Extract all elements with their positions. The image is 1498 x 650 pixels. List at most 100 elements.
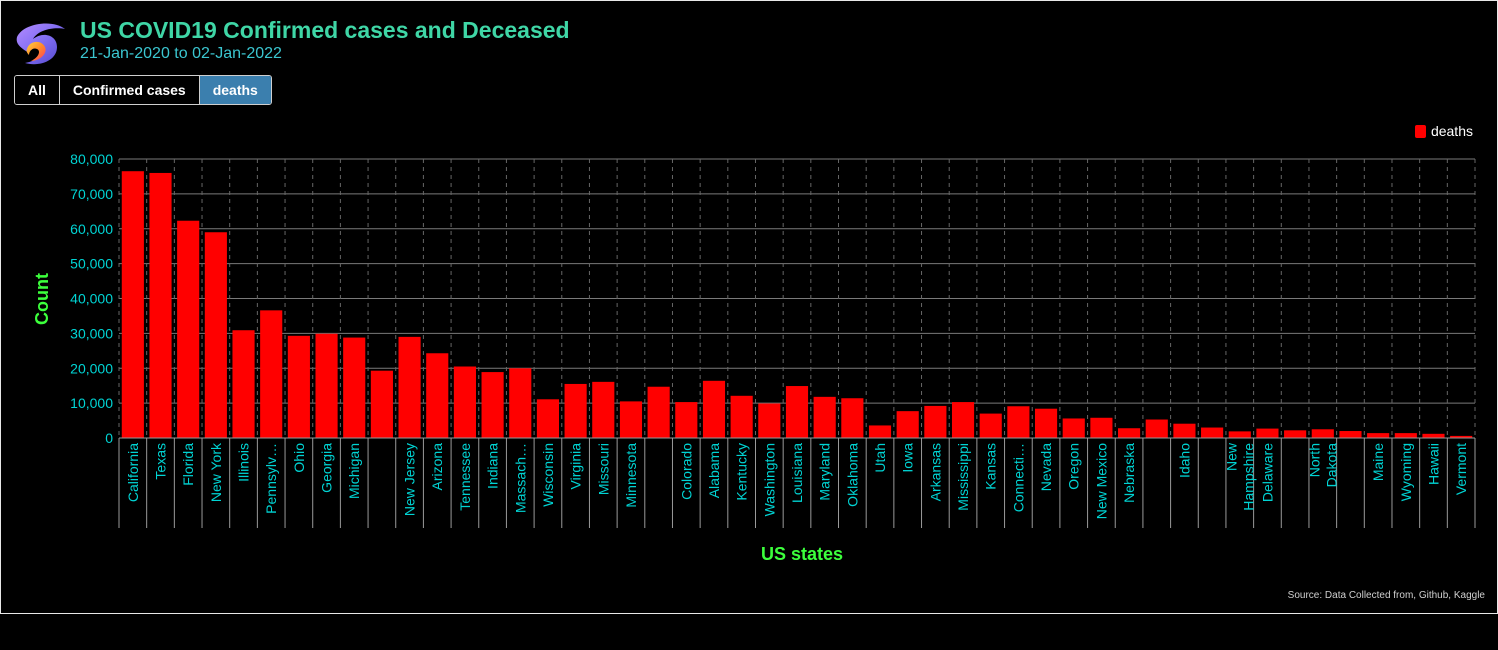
bar-33 [1007,406,1030,438]
x-tick-label: Idaho [1176,443,1192,478]
x-tick-label: Georgia [319,443,335,493]
x-tick-label: Michigan [346,443,362,499]
bar-18 [592,381,615,438]
bar-1 [121,171,144,439]
x-tick-label: Louisiana [789,443,805,503]
bar-38 [1145,419,1168,438]
bar-16 [536,399,560,438]
x-tick-label: Texas [153,443,169,480]
x-tick-label: Kentucky [734,443,750,501]
x-tick-label: Hawaii [1425,443,1441,485]
x-tick-label: Delaware [1259,443,1275,502]
bar-8 [315,333,338,438]
bar-30 [924,405,947,438]
bar-45 [1339,431,1362,438]
x-tick-label: Wisconsin [540,443,556,507]
bar-7 [287,335,310,438]
bar-6 [260,310,283,438]
y-tick-label: 40,000 [70,291,113,307]
x-tick-label: Oklahoma [844,443,860,507]
x-tick-label: New [1223,442,1239,471]
bar-chart: 0 10,000 20,000 30,000 40,000 50,000 60,000 70,… [32,151,1476,564]
bar-42 [1256,428,1279,438]
bar-32 [979,413,1002,438]
x-tick-label: Wyoming [1398,443,1414,501]
bar-48 [1422,433,1445,438]
x-tick-label: Arizona [429,443,445,491]
x-tick-label: New Jersey [402,443,418,516]
bar-36 [1090,417,1113,438]
app-logo [16,23,66,65]
x-tick-label: New Mexico [1093,443,1109,519]
x-tick-label: Alabama [706,443,722,498]
x-tick-label: Maine [1370,443,1386,481]
x-tick-label: New York [208,442,224,502]
x-tick-label: Indiana [485,443,501,489]
bar-14 [481,372,504,438]
x-tick-label: Illinois [236,443,252,482]
legend-swatch [1414,124,1426,138]
y-tick-label: 30,000 [70,325,113,341]
bar-28 [868,425,892,438]
x-tick-label: Utah [872,443,888,473]
chart-legend[interactable]: deaths [1414,123,1473,139]
bar-44 [1311,429,1334,438]
bar-46 [1367,433,1390,438]
bar-26 [813,396,836,438]
x-tick-label: Nevada [1038,443,1054,491]
bar-34 [1034,408,1058,438]
bar-3 [177,220,200,438]
bar-22 [702,380,726,438]
bar-40 [1201,427,1224,438]
bar-25 [785,386,809,438]
bar-5 [232,330,255,438]
y-tick-label: 0 [105,430,113,446]
x-tick-label: Hampshire [1240,443,1256,511]
x-tick-label: North [1306,443,1322,477]
y-tick-label: 50,000 [70,256,113,272]
y-axis-title: Count [32,273,52,325]
x-tick-label: Colorado [678,443,694,500]
x-tick-label: Missouri [595,443,611,495]
filter-all-button[interactable]: All [15,76,60,104]
filter-deaths-button[interactable]: deaths [199,76,271,104]
source-note: Source: Data Collected from, Github, Kag… [1287,590,1485,601]
x-tick-label: Oregon [1066,443,1082,490]
x-tick-label: Washington [761,443,777,516]
y-tick-label: 10,000 [70,395,113,411]
x-tick-label: Ohio [291,443,307,473]
date-range-subtitle: 21-Jan-2020 to 02-Jan-2022 [80,45,282,62]
bar-27 [841,398,864,438]
x-tick-label: Maryland [817,443,833,501]
x-tick-label: Virginia [568,443,584,490]
x-tick-label: Arkansas [927,443,943,501]
filter-confirmed-button[interactable]: Confirmed cases [59,76,200,104]
y-tick-label: 80,000 [70,151,113,167]
bar-4 [204,232,227,438]
bar-9 [343,337,366,438]
x-tick-label: Nebraska [1121,443,1137,503]
x-tick-label: Mississippi [955,443,971,511]
bar-10 [370,370,393,438]
bar-47 [1394,433,1417,438]
y-tick-label: 20,000 [70,360,113,376]
bar-24 [758,403,781,438]
bar-35 [1062,418,1085,438]
bar-23 [730,395,753,438]
bar-31 [951,402,975,438]
x-tick-label: California [125,443,141,502]
bar-39 [1173,423,1196,438]
bar-2 [149,172,172,438]
x-tick-label: Iowa [900,443,916,473]
bar-11 [398,336,421,438]
x-tick-label: Minnesota [623,443,639,508]
bar-12 [426,353,449,438]
bar-49 [1450,435,1473,438]
chart-frame: US COVID19 Confirmed cases and Deceased … [0,0,1498,614]
x-tick-label: Vermont [1453,443,1469,495]
bar-13 [453,366,476,438]
x-tick-label: Florida [180,443,196,486]
legend-label-deaths: deaths [1430,123,1473,139]
x-tick-label: Dakota [1323,443,1339,488]
x-axis-title: US states [761,544,843,564]
